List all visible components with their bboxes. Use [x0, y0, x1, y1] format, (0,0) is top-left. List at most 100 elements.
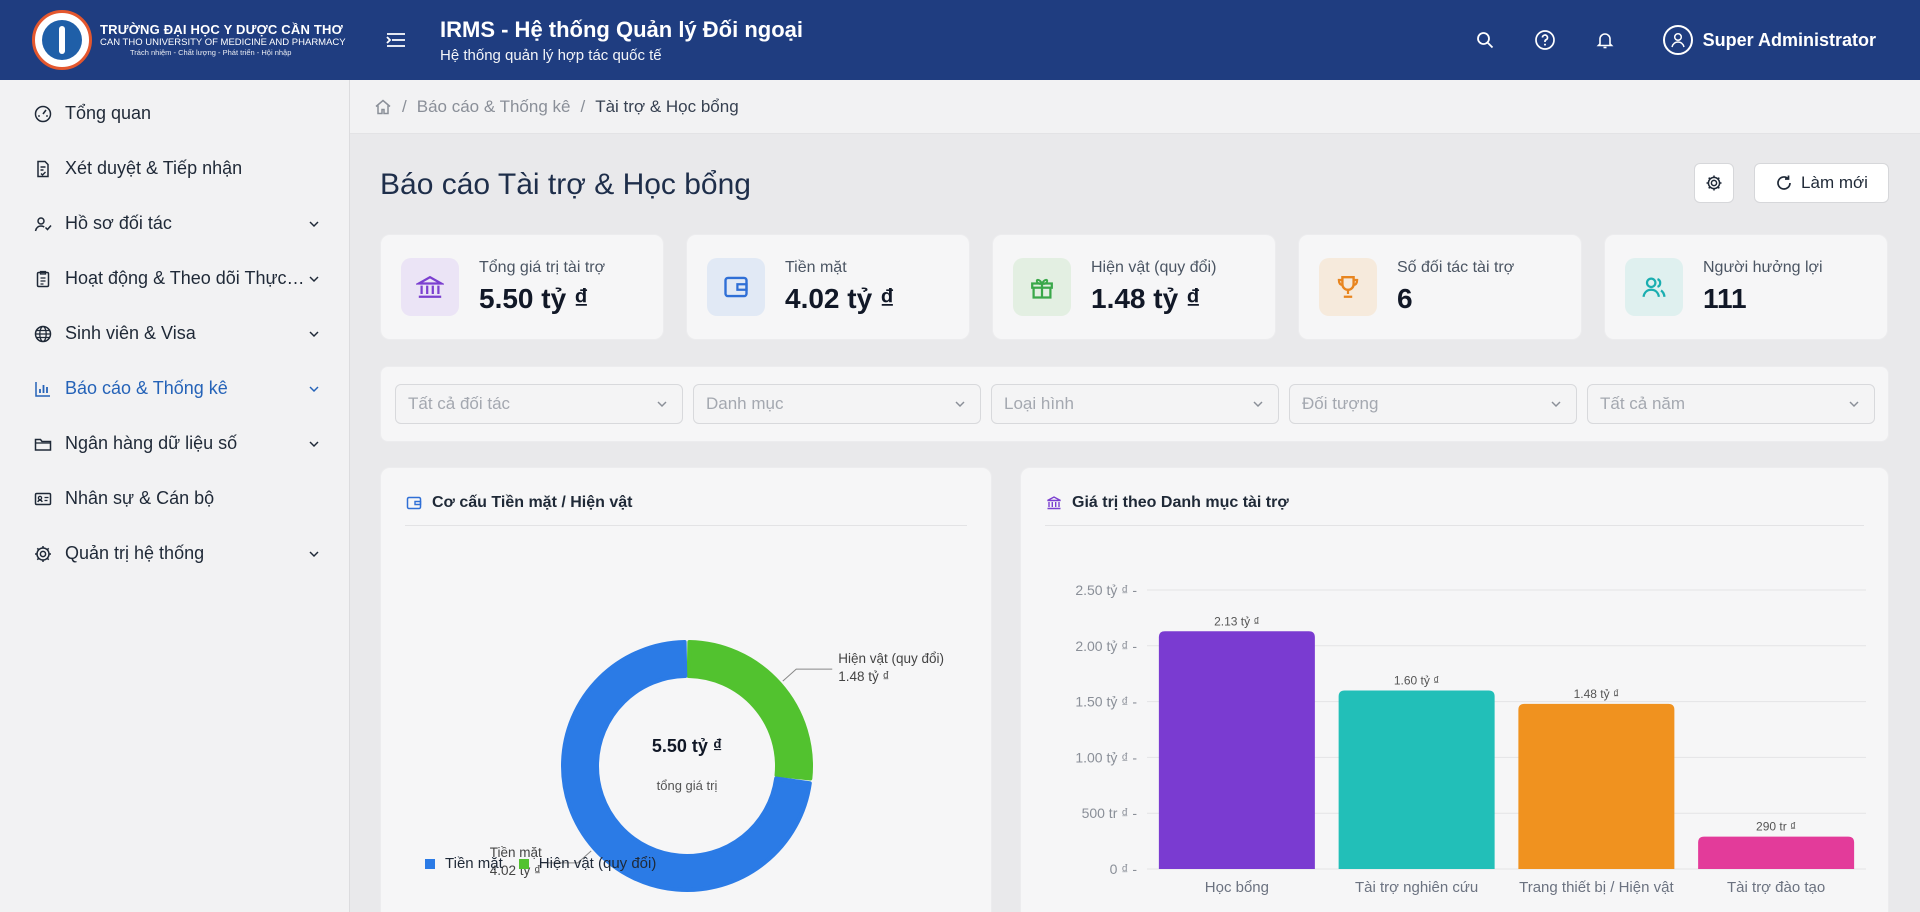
refresh-button[interactable]: Làm mới: [1754, 163, 1889, 203]
refresh-label: Làm mới: [1801, 173, 1868, 192]
settings-button[interactable]: [1694, 163, 1734, 203]
bar[interactable]: [1338, 690, 1495, 869]
sidebar-item-label: Quản trị hệ thống: [65, 543, 205, 563]
chevron-down-icon[interactable]: [305, 380, 323, 398]
chevron-down-icon: [1846, 396, 1862, 412]
sidebar-item-0[interactable]: Tổng quan: [0, 86, 349, 141]
home-icon[interactable]: [374, 98, 392, 116]
stat-label: Số đối tác tài trợ: [1397, 259, 1515, 276]
legend-swatch: [518, 858, 529, 869]
donut-slice-value: 1.48 tỷ ₫: [838, 669, 889, 684]
sidebar-item-label: Tổng quan: [65, 103, 152, 123]
bar-value-label: 1.60 tỷ ₫: [1394, 673, 1440, 687]
legend-item[interactable]: Tiền mặt: [425, 855, 503, 872]
donut-slice[interactable]: [561, 640, 812, 892]
id-card-icon: [33, 489, 53, 509]
filter-select-2[interactable]: Loại hình: [991, 384, 1279, 424]
bar[interactable]: [1518, 703, 1675, 869]
chevron-down-icon[interactable]: [305, 215, 323, 233]
legend-label: Tiền mặt: [445, 855, 503, 872]
sidebar-item-label: Xét duyệt & Tiếp nhận: [65, 158, 243, 178]
stat-card: Người hưởng lợi 111: [1604, 234, 1888, 340]
sidebar-item-label: Hoạt động & Theo dõi Thực ...: [65, 268, 305, 288]
settings-icon: [33, 544, 53, 564]
filter-bar: Tất cả đối tác Danh mục Loại hình Đối tượng…: [380, 366, 1889, 442]
chevron-down-icon: [1250, 396, 1266, 412]
folder-icon: [33, 434, 53, 454]
bar-value-label: 1.48 tỷ ₫: [1574, 687, 1620, 701]
filter-select-4[interactable]: Tất cả năm: [1587, 384, 1875, 424]
x-tick-label: Tài trợ đào tạo: [1727, 879, 1825, 896]
app-subtitle: Hệ thống quản lý hợp tác quốc tế: [440, 46, 662, 64]
bank-icon: [401, 258, 459, 316]
chevron-down-icon: [654, 396, 670, 412]
stats-row: Tổng giá trị tài trợ 5.50 tỷ ₫ Tiền mặt 4.0…: [380, 234, 1910, 340]
donut-label-leader: [782, 668, 833, 682]
donut-legend: Tiền mặt Hiện vật (quy đổi): [425, 855, 672, 872]
chevron-down-icon[interactable]: [305, 325, 323, 343]
sidebar-item-8[interactable]: Quản trị hệ thống: [0, 526, 349, 581]
bank-icon: [1045, 494, 1063, 512]
donut-slice[interactable]: [686, 640, 813, 781]
wallet-icon: [405, 494, 423, 512]
legend-item[interactable]: Hiện vật (quy đổi): [518, 855, 656, 872]
sidebar-item-3[interactable]: Hoạt động & Theo dõi Thực ...: [0, 251, 349, 306]
sidebar-item-label: Ngân hàng dữ liệu số: [65, 433, 238, 453]
bell-icon[interactable]: [1587, 22, 1623, 58]
bar[interactable]: [1698, 836, 1855, 869]
sidebar-item-label: Báo cáo & Thống kê: [65, 378, 228, 398]
bar[interactable]: [1158, 631, 1315, 869]
chevron-down-icon[interactable]: [305, 435, 323, 453]
university-logo[interactable]: TRƯỜNG ĐẠI HỌC Y DƯỢC CẦN THƠ CAN THO UN…: [0, 10, 352, 70]
filter-placeholder: Tất cả đối tác: [408, 394, 511, 413]
app-title: IRMS - Hệ thống Quản lý Đối ngoại: [440, 16, 803, 42]
chevron-down-icon[interactable]: [305, 545, 323, 563]
help-icon[interactable]: [1527, 22, 1563, 58]
wallet-icon: [707, 258, 765, 316]
stat-value: 111: [1703, 283, 1747, 314]
chevron-down-icon[interactable]: [305, 270, 323, 288]
y-tick-label: 2.50 tỷ ₫ -: [1075, 582, 1137, 598]
filter-select-3[interactable]: Đối tượng: [1289, 384, 1577, 424]
sidebar-item-2[interactable]: Hồ sơ đối tác: [0, 196, 349, 251]
sidebar-item-6[interactable]: Ngân hàng dữ liệu số: [0, 416, 349, 471]
breadcrumb-separator: /: [580, 96, 586, 116]
stat-card: Số đối tác tài trợ 6: [1298, 234, 1582, 340]
refresh-icon: [1775, 174, 1793, 192]
x-tick-label: Tài trợ nghiên cứu: [1355, 879, 1478, 896]
filter-placeholder: Đối tượng: [1302, 394, 1379, 413]
stat-value: 1.48 tỷ ₫: [1091, 283, 1201, 314]
donut-card-title: Cơ cấu Tiền mặt / Hiện vật: [432, 493, 633, 511]
sidebar-item-7[interactable]: Nhân sự & Cán bộ: [0, 471, 349, 526]
y-tick-label: 0 ₫ -: [1110, 861, 1138, 877]
stat-label: Tiền mặt: [785, 259, 847, 276]
stat-card: Hiện vật (quy đổi) 1.48 tỷ ₫: [992, 234, 1276, 340]
partners-icon: [33, 214, 53, 234]
cash-inkind-card: Cơ cấu Tiền mặt / Hiện vật 5.50 tỷ ₫ tổng…: [380, 467, 992, 912]
sidebar-item-4[interactable]: Sinh viên & Visa: [0, 306, 349, 361]
menu-icon[interactable]: [376, 20, 416, 60]
stat-card: Tổng giá trị tài trợ 5.50 tỷ ₫: [380, 234, 664, 340]
user-menu[interactable]: Super Administrator: [1662, 25, 1876, 55]
breadcrumb-item-reports[interactable]: Báo cáo & Thống kê: [416, 96, 571, 116]
logo-line-2: CAN THO UNIVERSITY OF MEDICINE AND PHARM…: [100, 36, 346, 48]
search-icon[interactable]: [1467, 22, 1503, 58]
stat-value: 6: [1397, 283, 1413, 314]
breadcrumb: / Báo cáo & Thống kê / Tài trợ & Học bổn…: [350, 80, 1920, 134]
stat-label: Tổng giá trị tài trợ: [479, 259, 606, 276]
y-tick-label: 2.00 tỷ ₫ -: [1075, 638, 1137, 654]
filter-select-0[interactable]: Tất cả đối tác: [395, 384, 683, 424]
legend-swatch: [425, 858, 435, 869]
filter-placeholder: Loại hình: [1004, 394, 1074, 413]
stat-card: Tiền mặt 4.02 tỷ ₫: [686, 234, 970, 340]
sidebar-item-1[interactable]: Xét duyệt & Tiếp nhận: [0, 141, 349, 196]
sidebar-item-5[interactable]: Báo cáo & Thống kê: [0, 361, 349, 416]
user-icon: [1662, 25, 1693, 55]
donut-center-label: tổng giá trị: [657, 778, 718, 793]
logo-emblem: [32, 10, 92, 70]
breadcrumb-item-current: Tài trợ & Học bổng: [595, 96, 739, 116]
logo-line-3: Trách nhiệm - Chất lượng - Phát triển - …: [130, 47, 292, 57]
filter-select-1[interactable]: Danh mục: [693, 384, 981, 424]
chevron-down-icon: [952, 396, 968, 412]
stat-label: Hiện vật (quy đổi): [1091, 259, 1217, 276]
